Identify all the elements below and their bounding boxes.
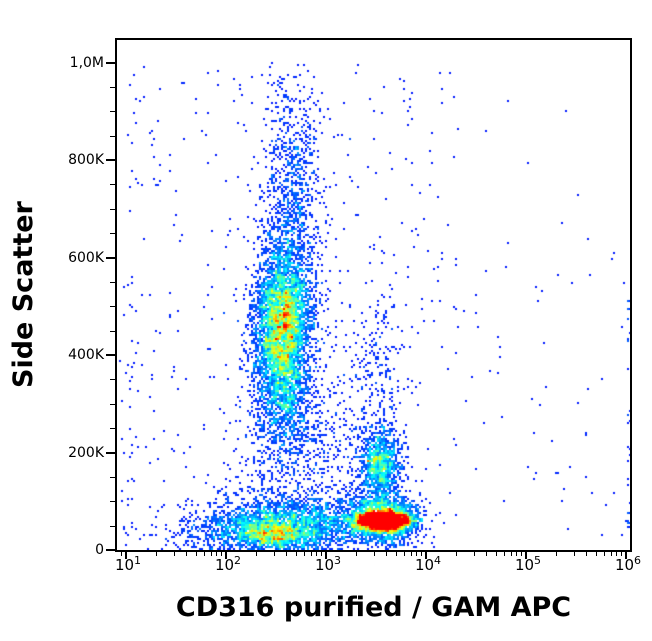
x-minor-tick — [486, 550, 488, 556]
y-major-tick — [106, 451, 116, 454]
x-minor-tick — [121, 550, 123, 556]
y-axis-title: Side Scatter — [8, 201, 39, 389]
x-tick-label: 101 — [103, 554, 153, 574]
x-minor-tick — [216, 550, 218, 556]
plot-area — [115, 38, 632, 552]
y-tick-label: 600K — [68, 249, 104, 266]
x-minor-tick — [573, 550, 575, 556]
y-major-tick — [106, 61, 116, 64]
x-major-tick — [325, 550, 327, 559]
x-tick-base: 10 — [514, 556, 535, 574]
y-minor-tick — [110, 428, 116, 430]
x-tick-exponent: 1 — [134, 554, 142, 567]
x-tick-label: 103 — [303, 554, 353, 574]
x-major-tick — [625, 550, 627, 559]
x-minor-tick — [410, 550, 412, 556]
scatter-canvas — [117, 40, 630, 550]
x-minor-tick — [286, 550, 288, 556]
x-minor-tick — [316, 550, 318, 556]
x-tick-exponent: 5 — [534, 554, 542, 567]
x-minor-tick — [295, 550, 297, 556]
x-minor-tick — [221, 550, 223, 556]
x-minor-tick — [395, 550, 397, 556]
x-minor-tick — [256, 550, 258, 556]
x-axis-title: CD316 purified / GAM APC — [175, 592, 572, 623]
x-tick-base: 10 — [214, 556, 235, 574]
y-minor-tick — [110, 525, 116, 527]
y-minor-tick — [110, 306, 116, 308]
x-minor-tick — [610, 550, 612, 556]
x-minor-tick — [495, 550, 497, 556]
x-minor-tick — [273, 550, 275, 556]
x-minor-tick — [303, 550, 305, 556]
y-minor-tick — [110, 330, 116, 332]
x-minor-tick — [521, 550, 523, 556]
y-minor-tick — [110, 111, 116, 113]
y-minor-tick — [110, 86, 116, 88]
y-tick-label: 1,0M — [69, 54, 104, 71]
y-tick-label: 400K — [68, 347, 104, 363]
y-minor-tick — [110, 379, 116, 381]
x-tick-exponent: 3 — [334, 554, 342, 567]
y-minor-tick — [110, 135, 116, 137]
y-major-tick — [106, 256, 116, 259]
x-minor-tick — [473, 550, 475, 556]
y-minor-tick — [110, 403, 116, 405]
x-minor-tick — [503, 550, 505, 556]
y-tick-label: 800K — [68, 152, 104, 168]
y-minor-tick — [110, 281, 116, 283]
x-minor-tick — [416, 550, 418, 556]
x-tick-base: 10 — [414, 556, 435, 574]
x-minor-tick — [403, 550, 405, 556]
x-minor-tick — [373, 550, 375, 556]
y-major-tick — [106, 354, 116, 356]
x-minor-tick — [603, 550, 605, 556]
x-minor-tick — [616, 550, 618, 556]
x-minor-tick — [195, 550, 197, 556]
x-tick-base: 10 — [314, 556, 335, 574]
y-major-tick — [106, 549, 116, 551]
y-minor-tick — [110, 501, 116, 503]
x-tick-exponent: 2 — [234, 554, 242, 567]
y-tick-label: 200K — [68, 444, 104, 461]
x-major-tick — [125, 550, 127, 559]
x-tick-label: 104 — [403, 554, 453, 574]
x-minor-tick — [356, 550, 358, 556]
x-minor-tick — [186, 550, 188, 556]
x-minor-tick — [510, 550, 512, 556]
x-minor-tick — [210, 550, 212, 556]
x-major-tick — [525, 550, 527, 559]
y-major-tick — [106, 159, 116, 161]
x-major-tick — [225, 550, 227, 559]
x-tick-base: 10 — [114, 556, 135, 574]
x-tick-label: 102 — [203, 554, 253, 574]
x-tick-exponent: 4 — [434, 554, 442, 567]
y-minor-tick — [110, 476, 116, 478]
x-tick-exponent: 6 — [634, 554, 642, 567]
x-minor-tick — [156, 550, 158, 556]
y-tick-label: 0 — [95, 542, 104, 558]
x-minor-tick — [595, 550, 597, 556]
x-minor-tick — [456, 550, 458, 556]
x-minor-tick — [586, 550, 588, 556]
x-minor-tick — [173, 550, 175, 556]
x-tick-label: 106 — [603, 554, 652, 574]
y-minor-tick — [110, 184, 116, 186]
x-tick-label: 105 — [503, 554, 553, 574]
x-minor-tick — [621, 550, 623, 556]
x-minor-tick — [421, 550, 423, 556]
x-tick-base: 10 — [614, 556, 635, 574]
y-minor-tick — [110, 208, 116, 210]
x-minor-tick — [203, 550, 205, 556]
x-minor-tick — [386, 550, 388, 556]
x-minor-tick — [321, 550, 323, 556]
y-minor-tick — [110, 233, 116, 235]
x-minor-tick — [310, 550, 312, 556]
x-minor-tick — [556, 550, 558, 556]
x-major-tick — [425, 550, 427, 559]
x-minor-tick — [516, 550, 518, 556]
